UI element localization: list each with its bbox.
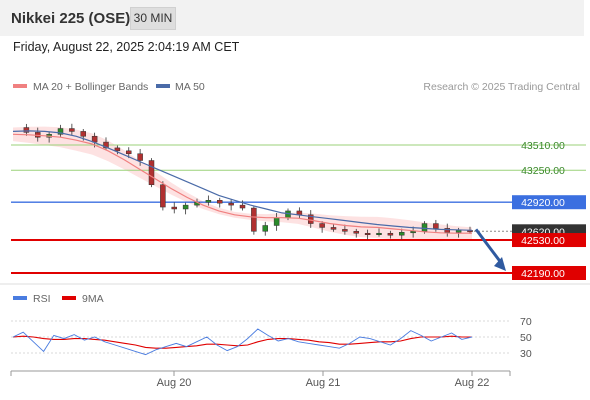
level-tag-pivot xyxy=(512,195,586,210)
candle xyxy=(205,200,212,203)
candle xyxy=(262,225,268,232)
projection-arrow-shaft xyxy=(474,228,504,265)
level-label-resistance: 43250.00 xyxy=(521,165,565,177)
candle xyxy=(114,147,121,152)
candle xyxy=(330,227,337,230)
ma50-legend-swatch xyxy=(156,84,170,88)
level-label-target: 42190.00 xyxy=(521,268,565,280)
candle xyxy=(342,229,348,232)
candle xyxy=(182,204,189,210)
rsi-tick-label: 50 xyxy=(520,332,532,344)
candle xyxy=(239,204,246,209)
rsi-ma-legend-label: 9MA xyxy=(82,293,104,305)
projection-arrow-head xyxy=(494,257,506,271)
candle xyxy=(137,153,143,161)
candle xyxy=(103,141,109,149)
candle xyxy=(80,131,86,137)
chart-datetime: Friday, August 22, 2025 2:04:19 AM CET xyxy=(13,40,240,54)
candle xyxy=(148,160,155,186)
candle xyxy=(273,217,280,226)
candle xyxy=(126,150,132,154)
candle xyxy=(353,231,359,234)
candle xyxy=(421,223,428,232)
rsi-tick-label: 30 xyxy=(520,348,532,360)
rsi-line xyxy=(12,328,473,356)
candle xyxy=(160,184,166,208)
rsi-ma-legend-swatch xyxy=(62,296,76,300)
candle xyxy=(69,128,75,132)
candle xyxy=(217,200,223,204)
candle xyxy=(319,223,325,228)
level-label-pivot: 42920.00 xyxy=(521,197,565,209)
rsi-tick-label: 70 xyxy=(520,316,532,328)
candle xyxy=(376,232,382,235)
interval-button[interactable]: 30 MIN xyxy=(130,7,176,30)
candle xyxy=(410,231,416,234)
candle xyxy=(228,202,234,206)
candle xyxy=(387,232,394,236)
ma50-line xyxy=(12,130,473,231)
level-label-resistance: 43510.00 xyxy=(521,140,565,152)
x-tick-label: Aug 21 xyxy=(306,377,341,389)
rsi-legend-swatch xyxy=(13,296,27,300)
candle xyxy=(455,230,462,233)
bollinger-band xyxy=(13,126,472,242)
chart-header: Nikkei 225 (OSE) 30 MIN xyxy=(0,0,584,36)
candle xyxy=(433,223,439,229)
ma20-legend-swatch xyxy=(13,84,27,88)
ma20-legend-label: MA 20 + Bollinger Bands xyxy=(33,81,148,93)
candle xyxy=(251,207,257,232)
candle xyxy=(91,136,98,143)
level-tag-target xyxy=(512,266,586,280)
candle xyxy=(171,206,177,210)
candle xyxy=(364,232,371,235)
candle xyxy=(444,228,450,233)
rsi-legend-label: RSI xyxy=(33,293,51,305)
candle xyxy=(23,127,30,133)
level-label-support: 42530.00 xyxy=(521,235,565,247)
candle xyxy=(57,128,64,135)
ma50-legend-label: MA 50 xyxy=(175,81,205,93)
chart-title: Nikkei 225 (OSE) xyxy=(11,10,131,27)
copyright-text: Research © 2025 Trading Central xyxy=(423,81,580,93)
candle xyxy=(399,232,405,236)
x-tick-label: Aug 20 xyxy=(157,377,192,389)
x-tick-label: Aug 22 xyxy=(455,377,490,389)
level-tag-support xyxy=(512,233,586,248)
ma20-line xyxy=(12,133,472,234)
